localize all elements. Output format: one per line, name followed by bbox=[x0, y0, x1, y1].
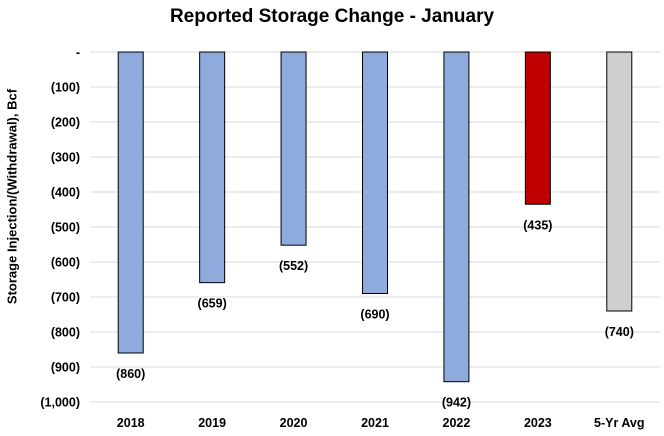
bar-2020 bbox=[280, 51, 307, 246]
data-label: (740) bbox=[605, 325, 634, 339]
x-tick-label: 2022 bbox=[443, 416, 471, 430]
x-tick-label: 5-Yr Avg bbox=[594, 416, 644, 430]
data-label: (860) bbox=[116, 367, 145, 381]
data-label: (659) bbox=[198, 297, 227, 311]
data-label: (552) bbox=[279, 259, 308, 273]
x-tick-label: 2023 bbox=[524, 416, 552, 430]
y-tick-label: (500) bbox=[51, 221, 80, 235]
y-axis-ticks: - (100) (200) (300) (400) (500) (600) (700) (800… bbox=[40, 46, 80, 410]
data-label: (690) bbox=[360, 308, 389, 322]
x-tick-label: 2019 bbox=[198, 416, 226, 430]
y-tick-label: (800) bbox=[51, 326, 80, 340]
x-axis-ticks: 2018 2019 2020 2021 2022 2023 5-Yr Avg bbox=[117, 416, 645, 430]
y-tick-label: (200) bbox=[51, 116, 80, 130]
y-tick-label: (700) bbox=[51, 291, 80, 305]
bar-2019 bbox=[199, 51, 226, 284]
y-tick-label: (300) bbox=[51, 151, 80, 165]
y-tick-label: (100) bbox=[51, 81, 80, 95]
bars bbox=[117, 51, 633, 383]
y-tick-label: (1,000) bbox=[40, 396, 80, 410]
chart-title: Reported Storage Change - January bbox=[169, 6, 495, 27]
bar-2021 bbox=[362, 51, 388, 294]
x-tick-label: 2020 bbox=[280, 416, 308, 430]
x-tick-label: 2021 bbox=[361, 416, 389, 430]
x-tick-label: 2018 bbox=[117, 416, 145, 430]
bar-2022 bbox=[443, 51, 470, 383]
y-tick-label: (900) bbox=[51, 361, 80, 375]
data-label: (942) bbox=[442, 396, 471, 410]
y-tick-label: - bbox=[76, 46, 80, 60]
bar-5-yr-avg bbox=[606, 51, 633, 312]
data-labels: (860) (659) (552) (690) (942) (435) (740) bbox=[116, 218, 634, 409]
bar-2023 bbox=[524, 51, 551, 205]
y-tick-label: (600) bbox=[51, 256, 80, 270]
y-tick-label: (400) bbox=[51, 186, 80, 200]
bar-2018 bbox=[117, 51, 144, 354]
data-label: (435) bbox=[523, 218, 552, 232]
